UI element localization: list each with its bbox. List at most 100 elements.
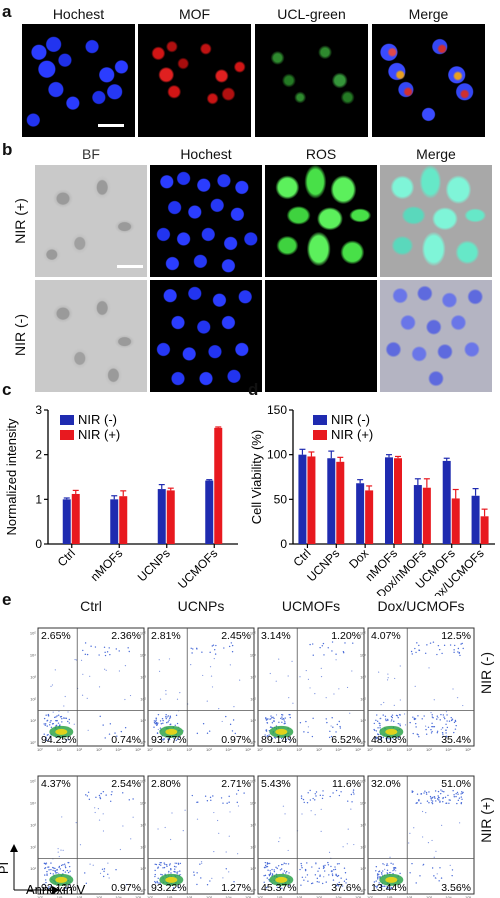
- flow-event: [444, 796, 447, 799]
- flow-event: [85, 882, 88, 885]
- chart-c-bar: [62, 499, 71, 544]
- panel-e-title-dox-ucmofs: Dox/UCMOFs: [377, 598, 465, 614]
- flow-event: [157, 728, 159, 731]
- flow-event: [442, 735, 444, 738]
- flow-x-decade-label: 10²: [296, 747, 302, 752]
- flow-event: [431, 802, 434, 805]
- flow-event: [325, 881, 327, 883]
- flow-event: [282, 872, 284, 875]
- flow-event: [228, 801, 230, 803]
- flow-event: [50, 738, 52, 741]
- flow-event: [220, 797, 223, 799]
- flow-event: [310, 882, 313, 885]
- flow-quadrant-lower-right: 1.27%: [221, 882, 251, 894]
- flow-event: [414, 685, 416, 687]
- panel-b-title-merge: Merge: [416, 146, 456, 162]
- flow-event: [283, 870, 286, 872]
- flow-event: [288, 872, 290, 874]
- flow-y-axis-label: PI: [0, 862, 11, 874]
- flow-event: [174, 862, 176, 864]
- flow-event: [390, 715, 393, 718]
- flow-quadrant-upper-right: 51.0%: [441, 778, 471, 790]
- flow-event: [413, 718, 416, 721]
- flow-event: [426, 800, 429, 802]
- chart-c-legend-entry: NIR (-): [78, 412, 117, 427]
- flow-event: [196, 818, 199, 820]
- flow-density-peak: [55, 876, 68, 883]
- flow-event: [68, 722, 71, 724]
- flow-event: [322, 867, 325, 869]
- flow-event: [330, 725, 332, 727]
- flow-event: [459, 654, 461, 657]
- flow-x-decade-label: 10³: [96, 747, 102, 752]
- flow-event: [228, 835, 230, 837]
- flow-event: [165, 690, 167, 692]
- flow-event: [271, 737, 273, 740]
- flow-event: [311, 866, 313, 868]
- flow-event: [182, 829, 184, 832]
- flow-event: [389, 856, 391, 858]
- flow-event: [450, 716, 452, 719]
- flow-event: [156, 722, 158, 724]
- flow-event: [44, 724, 46, 727]
- flow-event: [391, 714, 394, 716]
- flow-event: [157, 713, 160, 716]
- flow-event: [263, 866, 266, 869]
- flow-x-decade-label: 10⁰: [37, 747, 43, 752]
- flow-plot-frame: [37, 775, 145, 895]
- flow-event: [175, 862, 177, 865]
- flow-event: [52, 711, 54, 713]
- flow-event: [268, 734, 270, 736]
- flow-event: [81, 694, 84, 696]
- flow-event: [52, 869, 54, 872]
- flow-quadrant-lower-right: 6.52%: [331, 734, 361, 746]
- chart-d-y-axis-label: Cell Viability (%): [249, 430, 264, 524]
- flow-event: [276, 886, 279, 889]
- chart-d-bar: [385, 457, 393, 544]
- flow-event: [335, 789, 338, 792]
- flow-event: [451, 718, 454, 720]
- flow-event: [320, 667, 322, 670]
- flow-event: [282, 863, 284, 866]
- chart-c-y-axis-label: Normalized intensity: [4, 418, 19, 536]
- flow-x-decade-label: 10²: [76, 747, 82, 752]
- flow-event: [268, 878, 270, 881]
- flow-event: [415, 882, 417, 884]
- flow-event: [374, 736, 377, 739]
- flow-event: [415, 722, 417, 725]
- flow-x-decade-label: 10⁵: [465, 747, 471, 752]
- flow-event: [430, 712, 432, 714]
- flow-event: [228, 795, 230, 798]
- flow-event: [269, 873, 272, 876]
- chart-d-bar: [480, 516, 489, 544]
- flow-y-decade-label: 10¹: [250, 866, 256, 871]
- flow-event: [264, 864, 267, 867]
- flow-event: [154, 873, 156, 876]
- flow-event: [86, 697, 88, 699]
- flow-event: [449, 644, 452, 646]
- flow-event: [265, 730, 268, 732]
- flow-x-decade-label: 10³: [316, 747, 322, 752]
- flow-event: [56, 869, 58, 871]
- flow-event: [442, 801, 444, 803]
- flow-event: [184, 809, 186, 811]
- flow-event: [271, 717, 273, 719]
- flow-event: [304, 876, 307, 878]
- panel-a-title-hochest: Hochest: [52, 6, 105, 22]
- flow-event: [439, 801, 441, 803]
- flow-event: [118, 650, 120, 652]
- flow-event: [281, 716, 283, 718]
- flow-event: [165, 693, 167, 695]
- flow-event: [50, 885, 52, 887]
- flow-event: [412, 732, 414, 735]
- flow-event: [57, 848, 59, 850]
- flow-event: [454, 728, 457, 730]
- flow-event: [222, 802, 224, 804]
- flow-event: [234, 732, 236, 735]
- flow-event: [165, 713, 167, 716]
- flow-event: [84, 872, 86, 874]
- flow-event: [345, 878, 348, 880]
- panel-b-row-label-nir-minus: NIR (-): [12, 314, 28, 356]
- flow-event: [448, 802, 450, 804]
- flow-event: [329, 730, 331, 733]
